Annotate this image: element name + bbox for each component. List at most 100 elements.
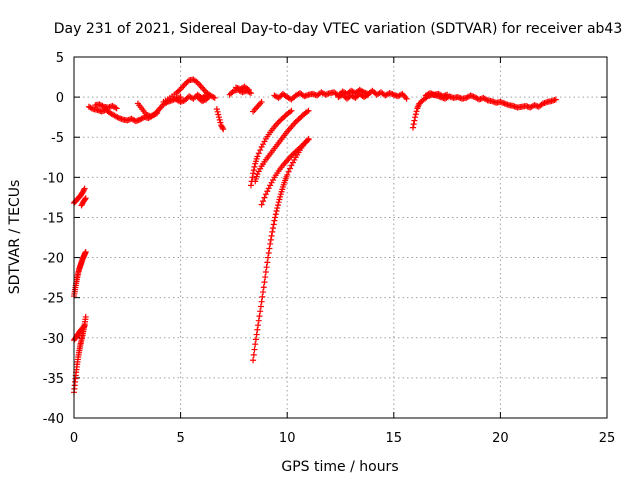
y-tick-label: -10 xyxy=(43,171,64,186)
data-point xyxy=(264,188,271,195)
series-arc-drop-4 xyxy=(258,136,312,208)
data-point xyxy=(257,308,264,315)
series-arc-main-9 xyxy=(233,83,252,93)
data-point xyxy=(220,126,227,133)
data-point xyxy=(259,293,266,300)
data-point xyxy=(217,119,224,126)
data-point xyxy=(412,111,419,118)
data-point xyxy=(254,153,261,160)
data-point xyxy=(256,313,263,320)
x-tick-label: 10 xyxy=(279,431,296,446)
data-point xyxy=(275,199,282,206)
data-point xyxy=(264,259,271,266)
data-point xyxy=(287,165,294,172)
x-tick-label: 0 xyxy=(70,431,78,446)
data-point xyxy=(269,228,276,235)
data-point xyxy=(80,186,87,193)
data-point xyxy=(250,351,257,358)
axis-ticks xyxy=(73,56,608,419)
series-arc-left-4 xyxy=(71,313,89,396)
series-arc-main-14 xyxy=(422,90,451,100)
data-point xyxy=(552,96,559,103)
data-point xyxy=(245,86,252,93)
data-point xyxy=(249,174,256,181)
data-point xyxy=(255,322,262,329)
data-point xyxy=(80,323,87,330)
series-arc-main-10 xyxy=(250,98,265,115)
y-axis-label: SDTVAR / TECUs xyxy=(7,180,23,295)
x-tick-label: 15 xyxy=(386,431,403,446)
data-point xyxy=(274,202,281,209)
data-point xyxy=(285,168,292,175)
data-point xyxy=(265,254,272,261)
data-point xyxy=(305,136,312,143)
data-point xyxy=(265,185,272,192)
data-point xyxy=(81,322,88,329)
data-point xyxy=(247,182,254,189)
data-point xyxy=(257,303,264,310)
data-point xyxy=(305,107,312,114)
data-point xyxy=(261,194,268,201)
data-point xyxy=(409,124,416,131)
data-point xyxy=(252,336,259,343)
data-point xyxy=(412,114,419,121)
data-point xyxy=(260,198,267,205)
x-tick-label: 25 xyxy=(599,431,616,446)
grid-lines xyxy=(74,57,607,418)
y-tick-label: 5 xyxy=(56,51,64,66)
data-point xyxy=(216,116,223,123)
y-tick-label: 0 xyxy=(56,91,64,106)
data-point xyxy=(271,217,278,224)
series-arc-main-12 xyxy=(335,90,372,102)
data-point xyxy=(211,94,218,101)
y-tick-label: -35 xyxy=(43,372,64,387)
data-point xyxy=(413,108,420,115)
data-point xyxy=(82,196,89,203)
series-arc-drop-2 xyxy=(252,107,312,185)
data-point xyxy=(269,225,276,232)
data-point xyxy=(266,245,273,252)
data-point xyxy=(81,185,88,192)
data-point xyxy=(288,107,295,114)
data-point xyxy=(251,346,258,353)
y-tick-label: -25 xyxy=(43,292,64,307)
chart-title: Day 231 of 2021, Sidereal Day-to-day VTE… xyxy=(54,21,623,37)
data-point xyxy=(262,268,269,275)
series-arc-left-2 xyxy=(78,195,89,209)
data-point xyxy=(274,205,281,212)
data-point xyxy=(255,317,262,324)
data-point xyxy=(260,284,267,291)
data-point xyxy=(258,98,265,105)
data-point xyxy=(261,279,268,286)
data-point xyxy=(267,240,274,247)
data-point xyxy=(284,171,291,178)
data-point xyxy=(272,214,279,221)
y-tick-label: -20 xyxy=(43,252,64,267)
data-point xyxy=(253,331,260,338)
data-point xyxy=(113,105,120,112)
data-point xyxy=(444,91,451,98)
data-point xyxy=(250,170,257,177)
data-point xyxy=(263,264,270,271)
data-point xyxy=(250,167,257,174)
x-axis-label: GPS time / hours xyxy=(281,459,398,475)
series-arc-main-6 xyxy=(194,92,218,105)
series-arc-main-7 xyxy=(213,106,227,133)
data-point xyxy=(258,201,265,208)
data-point xyxy=(255,150,262,157)
data-point xyxy=(258,298,265,305)
y-tick-label: -5 xyxy=(51,131,64,146)
data-point xyxy=(215,114,222,121)
data-point xyxy=(411,117,418,124)
data-point xyxy=(268,232,275,239)
data-point xyxy=(247,90,254,97)
series-arc-main-13 xyxy=(409,91,559,131)
series-arc-left-5 xyxy=(71,322,88,344)
data-point xyxy=(262,191,269,198)
data-point xyxy=(219,124,226,131)
data-point xyxy=(270,221,277,228)
data-point xyxy=(213,106,220,113)
data-point xyxy=(273,208,280,215)
data-point xyxy=(260,289,267,296)
